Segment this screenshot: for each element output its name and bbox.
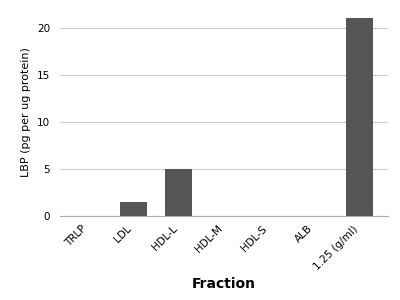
Y-axis label: LBP (pg per ug protein): LBP (pg per ug protein) [22, 48, 32, 177]
Bar [346, 18, 373, 216]
Bar [120, 202, 147, 216]
Bar [165, 169, 192, 216]
X-axis label: Fraction: Fraction [192, 277, 256, 291]
